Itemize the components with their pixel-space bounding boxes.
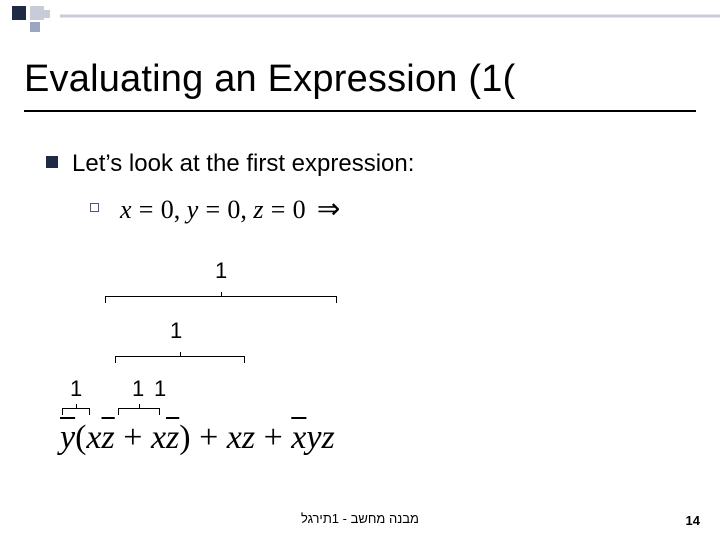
brace-s2 — [118, 408, 160, 409]
top-decoration — [0, 0, 720, 34]
val-x: 0 — [161, 195, 174, 224]
var-x: x — [120, 195, 132, 224]
t2-zbar: z — [166, 419, 179, 456]
evaluation-diagram: 1 1 1 1 1 y(xz + xz) + xz + xyz — [60, 258, 580, 468]
bullet-main-row: Let’s look at the first expression: — [46, 150, 414, 178]
t2-x: x — [151, 419, 166, 456]
footer-text: מבנה מחשב - 1תירגל — [0, 511, 720, 526]
brace-s1 — [62, 408, 90, 409]
t4-z: z — [321, 419, 334, 456]
title-underline — [24, 110, 696, 112]
t1-zbar: z — [102, 419, 115, 456]
plus-3: + — [255, 419, 291, 456]
eq3: = — [271, 195, 286, 224]
lparen: ( — [75, 419, 86, 456]
bullet-sub-row — [90, 195, 99, 212]
t3-x: x — [227, 419, 242, 456]
title-box: Evaluating an Expression (1( — [24, 58, 696, 101]
label-s2: 1 — [132, 376, 144, 402]
term-ybar: y — [60, 419, 75, 456]
t3-z: z — [242, 419, 255, 456]
brace-top — [105, 296, 337, 297]
t4-xbar: x — [291, 419, 306, 456]
brace-mid — [115, 356, 245, 357]
square-bullet-small-icon — [90, 203, 99, 212]
slide: Evaluating an Expression (1( Let’s look … — [0, 0, 720, 540]
page-title: Evaluating an Expression (1( — [24, 58, 696, 101]
square-bullet-icon — [46, 156, 58, 168]
label-mid: 1 — [170, 318, 182, 344]
plus-2: + — [191, 419, 227, 456]
implies-symbol: ⇒ — [317, 194, 340, 225]
label-s1: 1 — [70, 376, 82, 402]
rparen: ) — [179, 419, 190, 456]
assignment-math: x = 0, y = 0, z = 0 ⇒ — [120, 192, 340, 226]
var-z: z — [253, 195, 263, 224]
val-z: 0 — [293, 195, 306, 224]
page-number: 14 — [686, 513, 700, 528]
eq2: = — [205, 195, 220, 224]
var-y: y — [187, 195, 199, 224]
val-y: 0 — [227, 195, 240, 224]
label-s3: 1 — [154, 376, 166, 402]
t1-x: x — [86, 419, 101, 456]
bullet-main-text: Let’s look at the first expression: — [72, 150, 414, 178]
label-top: 1 — [215, 258, 227, 284]
boolean-expression: y(xz + xz) + xz + xyz — [60, 418, 335, 457]
plus-1: + — [115, 419, 151, 456]
eq1: = — [139, 195, 154, 224]
t4-y: y — [306, 419, 321, 456]
